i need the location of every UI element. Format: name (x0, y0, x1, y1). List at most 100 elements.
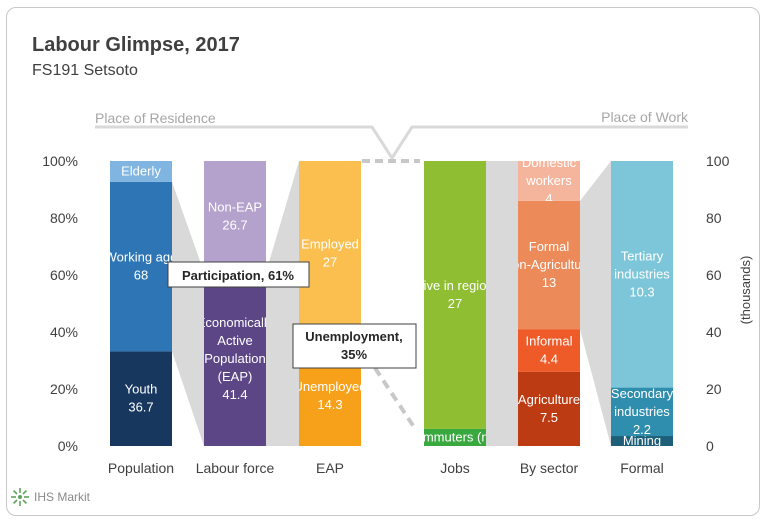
segment-commuters-net (424, 428, 486, 446)
segment-label: Unemployed (294, 379, 367, 394)
left-axis-tick: 60% (50, 267, 78, 283)
segment-label: Economically (197, 315, 274, 330)
segment-non-eap (204, 161, 266, 273)
bars: Youth 36.7 Working age 68 Elderly Economicall… (105, 155, 674, 448)
segment-label: 7.5 (540, 410, 558, 425)
segment-label: Agriculture (518, 392, 580, 407)
segment-informal (518, 329, 580, 372)
right-axis-tick: 0 (706, 438, 714, 454)
right-axis-tick: 80 (706, 210, 722, 226)
segment-label: 4.4 (540, 352, 558, 367)
right-axis-tick: 100 (706, 153, 730, 169)
left-axis: 0% 20% 40% 60% 80% 100% (42, 153, 78, 454)
segment-label: 4 (545, 191, 552, 206)
bar-jobs: Commuters (net) Live in region 27 (406, 161, 504, 446)
left-axis-tick: 0% (58, 438, 78, 454)
place-of-work-label: Place of Work (601, 109, 689, 125)
segment-label: Mining (623, 433, 661, 448)
unemployment-dashed-link (373, 366, 416, 429)
left-axis-tick: 80% (50, 210, 78, 226)
connector-population-labour (172, 181, 204, 446)
connector-sector-formal (580, 161, 611, 446)
segment-working-age (110, 181, 172, 352)
left-axis-tick: 20% (50, 381, 78, 397)
left-axis-tick: 100% (42, 153, 78, 169)
connector-labour-eap (266, 161, 299, 446)
segment-label: Informal (526, 334, 573, 349)
segment-label: industries (614, 266, 670, 281)
chart-subtitle: FS191 Setsoto (32, 62, 138, 79)
participation-callout-text: Participation, 61% (182, 268, 294, 283)
section-bracket: Place of Residence Place of Work (95, 109, 689, 163)
segment-label: Active (217, 333, 252, 348)
segment-mining (611, 436, 673, 446)
segment-tertiary-industries (611, 161, 673, 388)
segment-label: 10.3 (629, 284, 654, 299)
segment-label: Elderly (121, 163, 161, 178)
segment-employed (299, 161, 361, 347)
segment-label: Youth (125, 382, 158, 397)
segment-formal-non-agriculture (518, 200, 580, 330)
segment-elderly (110, 161, 172, 182)
segment-youth (110, 351, 172, 446)
segment-label: 13 (542, 275, 556, 290)
category-label: Formal (620, 460, 664, 476)
participation-callout: Participation, 61% (167, 261, 310, 288)
bar-formal: Mining Secondary industries 2.2 Tertiary indu… (611, 161, 674, 448)
segment-label: Commuters (net) (406, 429, 504, 444)
segment-label: industries (614, 404, 670, 419)
right-axis-label: (thousands) (738, 256, 753, 325)
right-axis-tick: 20 (706, 381, 722, 397)
segment-label: Population (204, 351, 265, 366)
category-label: By sector (520, 460, 579, 476)
connector-jobs-sector (486, 161, 518, 446)
segment-label: 27 (448, 296, 462, 311)
segment-label: 2.2 (633, 422, 651, 437)
segment-label: workers (525, 173, 572, 188)
category-label: Labour force (196, 460, 275, 476)
category-labels: Population Labour force EAP Jobs By sector Fo… (108, 460, 664, 476)
participation-callout-box (167, 261, 310, 288)
right-axis-tick: 40 (706, 324, 722, 340)
segment-label: 41.4 (222, 387, 247, 402)
bar-connectors (172, 161, 611, 446)
bar-labour-force: Economically Active Population (EAP) 41.4 Non… (197, 161, 274, 446)
segment-label: Formal (529, 239, 570, 254)
chart-title: Labour Glimpse, 2017 (32, 34, 240, 56)
category-label: EAP (316, 460, 344, 476)
unemployment-callout-box (292, 323, 417, 369)
segment-label: Domestic (522, 155, 577, 170)
segment-label: (non-Agriculture) (501, 257, 598, 272)
logo-text: IHS Markit (34, 490, 91, 504)
right-axis: 0 20 40 60 80 100 (706, 153, 730, 454)
segment-economically-active-population-eap (204, 272, 266, 446)
segment-domestic-workers (518, 161, 580, 201)
segment-live-in-region (424, 161, 486, 429)
segment-label: 36.7 (128, 400, 153, 415)
segment-secondary-industries (611, 387, 673, 437)
unemployment-callout-text: Unemployment, 35% (305, 329, 403, 362)
segment-label: Non-EAP (208, 200, 262, 215)
bar-by-sector: Agriculture 7.5 Informal 4.4 Formal (non-Agri… (501, 155, 598, 446)
segment-label: 27 (323, 255, 337, 270)
segment-label: (EAP) (218, 369, 253, 384)
segment-label: Employed (301, 237, 359, 252)
segment-label: 68 (134, 268, 148, 283)
logo-icon (11, 488, 29, 506)
segment-label: Working age (105, 250, 178, 265)
residence-work-bracket (95, 125, 688, 161)
unemployment-callout: Unemployment, 35% (292, 323, 417, 369)
segment-label: Secondary (611, 386, 674, 401)
segment-label: Live in region (416, 278, 493, 293)
segment-label: 26.7 (222, 218, 247, 233)
ihs-markit-logo: IHS Markit (10, 487, 90, 507)
left-axis-tick: 40% (50, 324, 78, 340)
segment-label: 14.3 (317, 397, 342, 412)
bar-eap: Unemployed 14.3 Employed 27 (294, 161, 367, 446)
right-axis-tick: 60 (706, 267, 722, 283)
segment-label: Tertiary (621, 248, 664, 263)
category-label: Jobs (440, 460, 470, 476)
category-label: Population (108, 460, 174, 476)
place-of-residence-label: Place of Residence (95, 110, 216, 126)
